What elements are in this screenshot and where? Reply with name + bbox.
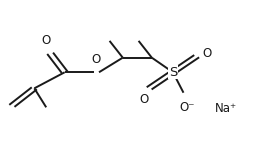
Text: O: O [91,53,101,66]
Text: O: O [202,47,211,60]
Text: O⁻: O⁻ [180,101,195,114]
Text: S: S [169,66,177,79]
Text: O: O [139,93,149,106]
Text: Na⁺: Na⁺ [215,101,237,115]
Text: O: O [41,34,51,47]
